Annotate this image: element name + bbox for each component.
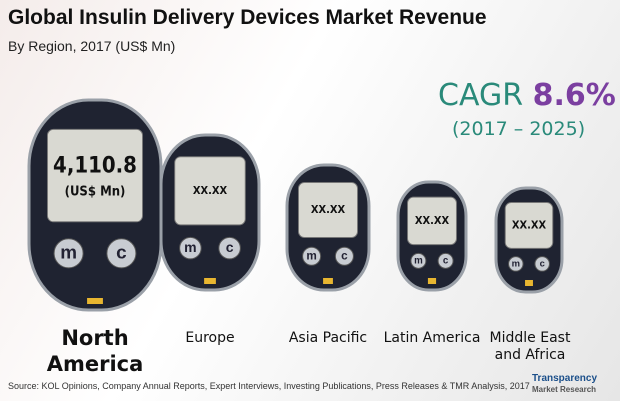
cagr-period: (2017 – 2025) [452, 118, 586, 140]
device-button [218, 236, 241, 260]
logo-line: Market Research [532, 385, 597, 394]
device-port [525, 280, 533, 286]
region-label: Asia Pacific [288, 330, 368, 346]
screen-text: XX.XX [193, 184, 228, 197]
device-port [323, 278, 333, 284]
region-label: North America [46, 326, 144, 376]
device-screen [407, 196, 457, 246]
source: Source: KOL Opinions, Company Annual Rep… [8, 381, 530, 391]
button-text: m [60, 241, 77, 262]
logo: Transparency Market Research [532, 373, 597, 395]
cagr-label: CAGR [438, 78, 524, 113]
device-button [53, 238, 84, 269]
device-port [87, 298, 103, 304]
device-screen [504, 202, 554, 249]
button-text: c [116, 241, 127, 262]
device-screen [174, 156, 246, 226]
region-label: Europe [185, 330, 235, 346]
screen-text: XX.XX [415, 214, 450, 227]
device-button [410, 252, 427, 269]
screen-text: (US$ Mn) [65, 185, 126, 200]
logo-line: Transparency [532, 373, 598, 384]
device-button [534, 256, 550, 272]
cagr-value: 8.6% [532, 78, 616, 113]
device-screen [46, 128, 144, 223]
screen-text: XX.XX [311, 203, 346, 216]
device-button [508, 256, 524, 272]
button-text: m [414, 255, 423, 266]
cagr: CAGR 8.6% [438, 78, 616, 113]
button-text: m [512, 257, 520, 268]
device-button [437, 252, 454, 269]
device-button [106, 238, 137, 269]
button-text: m [184, 239, 196, 255]
device-screen [297, 182, 359, 238]
device-button [179, 236, 202, 260]
button-text: m [306, 249, 316, 262]
button-text: c [443, 255, 449, 266]
screen-text: XX.XX [512, 218, 547, 231]
device-button [334, 246, 354, 266]
region-label: Latin America [383, 330, 481, 346]
device-port [204, 278, 216, 284]
device-port [427, 278, 437, 284]
region-label: Middle East and Africa [489, 330, 571, 363]
title: Global Insulin Delivery Devices Market R… [8, 6, 487, 29]
device-button [302, 246, 322, 266]
button-text: c [540, 257, 545, 268]
screen-text: 4,110.8 [53, 153, 137, 178]
subtitle: By Region, 2017 (US$ Mn) [8, 38, 176, 54]
button-text: c [226, 239, 234, 255]
button-text: c [341, 249, 348, 262]
